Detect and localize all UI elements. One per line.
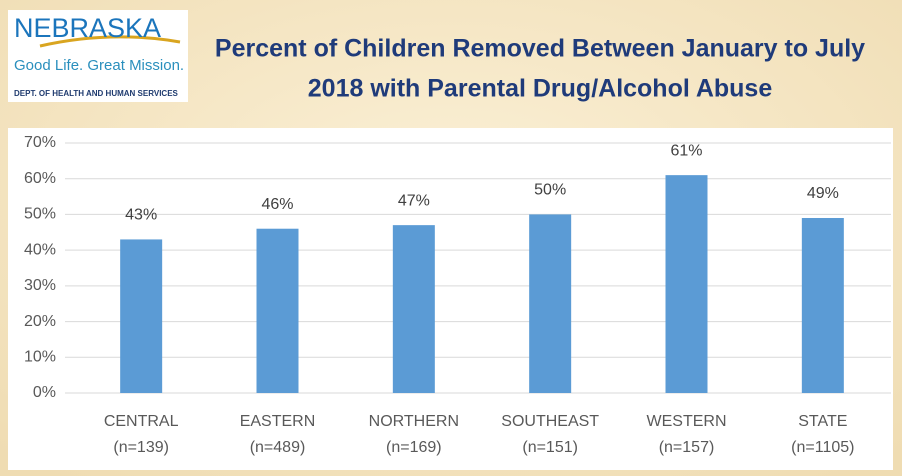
x-tick-label: NORTHERN <box>369 413 459 430</box>
x-tick-label: CENTRAL <box>104 413 179 430</box>
logo-tagline: Good Life. Great Mission. <box>14 57 184 74</box>
bar <box>801 218 844 393</box>
x-tick-label: (n=489) <box>250 439 306 456</box>
data-label: 61% <box>670 142 702 159</box>
logo-department: DEPT. OF HEALTH AND HUMAN SERVICES <box>14 89 179 98</box>
bar <box>529 214 572 393</box>
data-label: 46% <box>261 196 293 213</box>
chart-title: 2018 with Parental Drug/Alcohol Abuse <box>308 75 773 103</box>
bar <box>665 175 708 393</box>
data-label: 47% <box>398 192 430 209</box>
data-label: 49% <box>807 185 839 202</box>
data-label: 43% <box>125 207 157 224</box>
data-label: 50% <box>534 182 566 199</box>
x-tick-label: EASTERN <box>240 413 316 430</box>
chart-title: Percent of Children Removed Between Janu… <box>215 35 865 63</box>
y-tick-label: 20% <box>24 313 56 330</box>
x-tick-label: STATE <box>798 413 847 430</box>
y-tick-label: 40% <box>24 241 56 258</box>
logo-panel <box>8 10 188 102</box>
x-tick-label: WESTERN <box>647 413 727 430</box>
x-tick-label: (n=157) <box>659 439 715 456</box>
x-tick-label: (n=1105) <box>791 439 854 456</box>
x-tick-label: (n=151) <box>522 439 578 456</box>
logo-name: NEBRASKA <box>14 13 161 43</box>
x-tick-label: (n=169) <box>386 439 442 456</box>
y-tick-label: 60% <box>24 170 56 187</box>
bar <box>392 225 435 393</box>
logo-swoosh <box>39 35 181 48</box>
bar <box>120 239 163 393</box>
bar <box>256 228 299 393</box>
y-tick-label: 10% <box>24 349 56 366</box>
y-tick-label: 50% <box>24 206 56 223</box>
y-tick-label: 30% <box>24 277 56 294</box>
x-tick-label: (n=139) <box>113 439 169 456</box>
y-tick-label: 0% <box>33 384 56 401</box>
x-tick-label: SOUTHEAST <box>501 413 599 430</box>
y-tick-label: 70% <box>24 134 56 151</box>
